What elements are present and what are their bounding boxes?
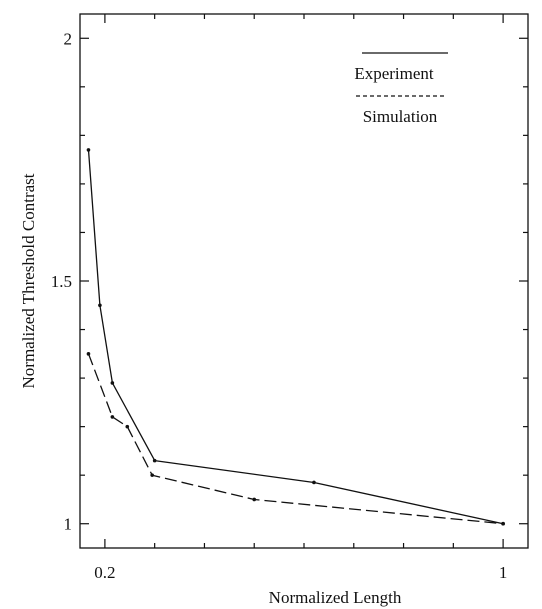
- data-point-experiment: [152, 458, 157, 463]
- axis-ticks: [80, 14, 528, 548]
- data-point-experiment: [312, 480, 316, 485]
- data-point-simulation: [501, 521, 505, 526]
- y-tick-label: 1: [64, 515, 73, 534]
- legend: Experiment Simulation: [354, 52, 448, 126]
- data-point-simulation: [150, 473, 154, 477]
- data-point-experiment: [86, 148, 91, 152]
- data-point-experiment: [110, 381, 115, 385]
- y-axis-title: Normalized Threshold Contrast: [19, 173, 38, 388]
- x-tick-label: 1: [499, 563, 508, 582]
- tick-labels: 0.2 1 1 1.5 2: [51, 29, 508, 582]
- legend-label-simulation: Simulation: [363, 107, 438, 126]
- series-layer: [86, 148, 505, 526]
- series-line-simulation: [87, 353, 504, 525]
- data-point-simulation: [125, 424, 130, 429]
- data-point-simulation: [86, 352, 91, 356]
- x-tick-label: 0.2: [94, 563, 115, 582]
- series-line-experiment: [87, 149, 504, 525]
- data-point-experiment: [98, 303, 102, 308]
- data-point-simulation: [110, 415, 115, 419]
- x-axis-title: Normalized Length: [269, 588, 402, 607]
- legend-label-experiment: Experiment: [354, 64, 434, 83]
- y-tick-label: 2: [64, 29, 73, 48]
- plot-frame: [79, 13, 529, 549]
- y-tick-label: 1.5: [51, 272, 72, 291]
- data-point-simulation: [252, 497, 257, 502]
